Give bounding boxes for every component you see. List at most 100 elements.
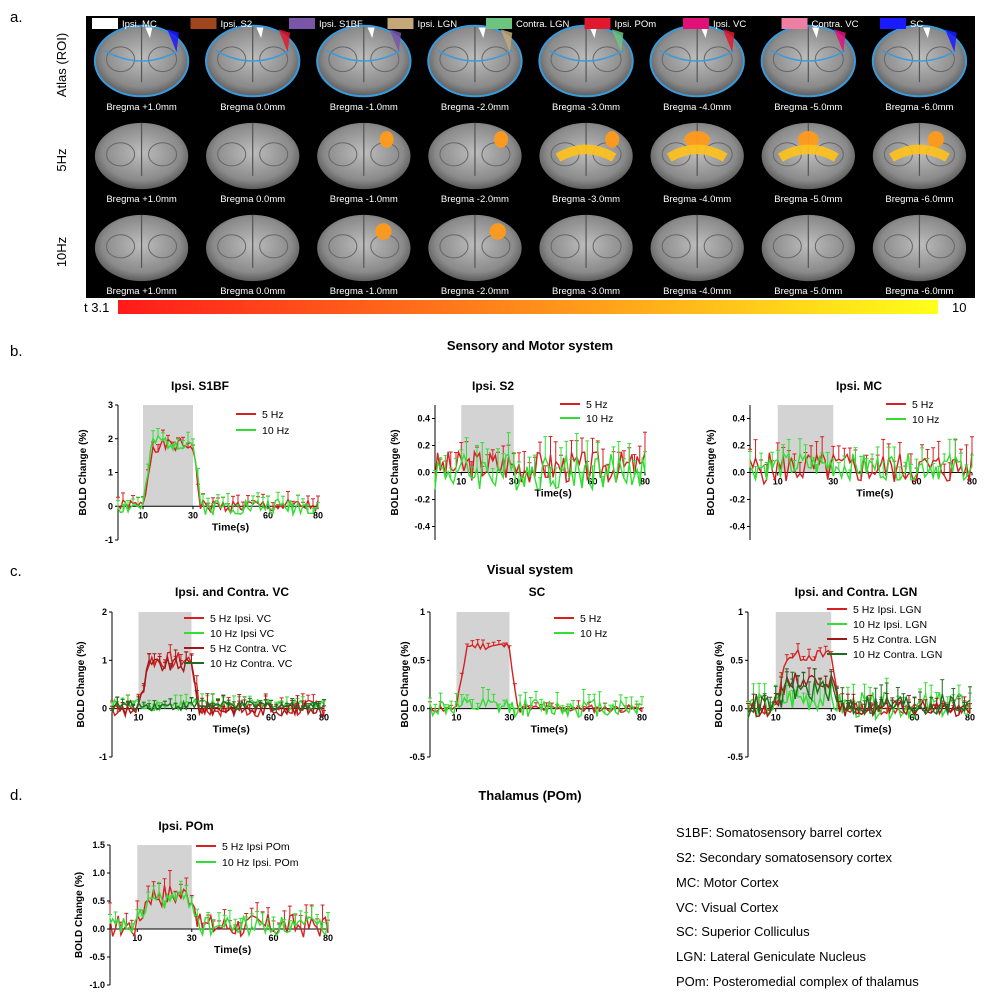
legend-label: 5 Hz xyxy=(262,409,284,421)
atlas-roi xyxy=(812,27,820,39)
bregma-label: Bregma -3.0mm xyxy=(552,102,620,113)
x-tick-label: 60 xyxy=(911,477,921,487)
bregma-label: Bregma -2.0mm xyxy=(441,102,509,113)
activation-blob xyxy=(379,131,394,148)
x-tick-label: 80 xyxy=(965,713,975,723)
y-tick-label: -0.2 xyxy=(414,495,430,505)
brain-slice: Bregma -3.0mm xyxy=(539,214,633,297)
bregma-label: Bregma -2.0mm xyxy=(441,286,509,297)
legend-label: 10 Hz Ipsi. POm xyxy=(222,857,299,869)
brain-slice: Bregma -5.0mm xyxy=(761,122,855,205)
series-line xyxy=(117,434,319,518)
y-tick-label: -0.4 xyxy=(414,522,430,532)
brain-slice: Bregma -4.0mm xyxy=(649,24,745,113)
x-axis-label: Time(s) xyxy=(213,724,250,736)
roi-legend-swatch xyxy=(781,18,808,29)
panel-letter-a: a. xyxy=(10,9,23,26)
series-2 xyxy=(433,432,647,492)
x-tick-label: 60 xyxy=(263,510,273,520)
y-tick-label: -0.5 xyxy=(727,752,743,762)
roi-legend-swatch xyxy=(880,18,906,29)
brain-slice: Bregma 0.0mm xyxy=(205,24,301,113)
chart-title: Ipsi. S2 xyxy=(472,379,514,393)
y-tick-label: 1 xyxy=(108,468,113,478)
series-2 xyxy=(428,686,644,719)
atlas-outline xyxy=(205,24,301,98)
brain-slice: Bregma -6.0mm xyxy=(871,24,968,113)
series-line xyxy=(749,451,973,483)
y-tick-label: 0.4 xyxy=(732,414,745,424)
brain-slice: Bregma +1.0mm xyxy=(93,24,190,113)
bregma-label: Bregma -6.0mm xyxy=(885,194,953,205)
roi-legend-label: Ipsi. S2 xyxy=(221,19,253,30)
series-line xyxy=(434,449,646,484)
x-axis-label: Time(s) xyxy=(856,488,893,500)
bregma-label: Bregma -6.0mm xyxy=(885,102,953,113)
x-tick-label: 30 xyxy=(826,713,836,723)
x-tick-label: 30 xyxy=(509,477,519,487)
y-axis-label: BOLD Change (%) xyxy=(390,429,401,515)
roi-legend-label: SC xyxy=(910,19,923,30)
atlas-roi xyxy=(923,27,931,39)
y-tick-label: 0.5 xyxy=(730,655,743,665)
bregma-label: Bregma +1.0mm xyxy=(106,194,177,205)
legend-label: 5 Hz Ipsi. LGN xyxy=(853,604,921,616)
series-line xyxy=(747,684,971,722)
legend-label: 5 Hz Contra. LGN xyxy=(853,634,936,646)
activation-blob xyxy=(494,131,509,148)
panel-letter-b: b. xyxy=(10,343,23,360)
activation-blob xyxy=(555,144,617,162)
x-tick-label: 10 xyxy=(138,510,148,520)
y-tick-label: 1.5 xyxy=(92,840,105,850)
series-line xyxy=(434,452,646,492)
x-axis-label: Time(s) xyxy=(531,724,568,736)
brain-slice: Bregma -4.0mm xyxy=(650,214,744,297)
y-tick-label: 0.0 xyxy=(412,704,425,714)
bregma-label: Bregma -4.0mm xyxy=(663,194,731,205)
atlas-roi xyxy=(700,27,708,39)
brain-slice: Bregma -2.0mm xyxy=(427,24,523,113)
bregma-label: Bregma -4.0mm xyxy=(663,102,731,113)
series-line xyxy=(429,696,643,719)
roi-legend-swatch xyxy=(486,18,512,29)
series-line xyxy=(111,651,325,719)
stimulus-block xyxy=(775,612,832,709)
section-title-visual: Visual system xyxy=(487,562,573,577)
atlas-outline xyxy=(93,24,190,98)
brain-slice: Bregma -1.0mm xyxy=(317,214,411,297)
series-4 xyxy=(110,695,326,714)
roi-legend-swatch xyxy=(683,18,709,29)
y-axis-label: BOLD Change (%) xyxy=(400,641,411,727)
brain-slice: Bregma -1.0mm xyxy=(316,24,412,113)
legend-label: 10 Hz Contra. VC xyxy=(210,658,293,670)
bregma-label: Bregma -4.0mm xyxy=(663,286,731,297)
y-tick-label: 0.4 xyxy=(417,414,430,424)
roi-legend-label: Ipsi. POm xyxy=(615,19,657,30)
abbreviation-item: MC: Motor Cortex xyxy=(676,875,779,890)
bregma-label: Bregma 0.0mm xyxy=(220,286,285,297)
roi-legend-swatch xyxy=(289,18,315,29)
chart-title: Ipsi. MC xyxy=(836,379,882,393)
x-tick-label: 10 xyxy=(456,477,466,487)
chart-title: Ipsi. POm xyxy=(158,819,213,833)
atlas-outline xyxy=(427,24,523,98)
chart-5: SC -0.5 0.0 0.5 1 10 30 60 80 Time(s) BOLD Change … xyxy=(400,585,647,762)
legend-label: 10 Hz xyxy=(580,628,607,640)
y-tick-label: -0.4 xyxy=(729,522,745,532)
legend-label: 5 Hz xyxy=(912,399,934,411)
abbreviation-item: SC: Superior Colliculus xyxy=(676,924,810,939)
y-tick-label: 2 xyxy=(108,434,113,444)
x-tick-label: 80 xyxy=(640,477,650,487)
y-tick-label: -1.0 xyxy=(89,980,105,990)
y-tick-label: 0.0 xyxy=(730,704,743,714)
activation-blob xyxy=(797,131,819,148)
legend-label: 5 Hz Ipsi. VC xyxy=(210,613,272,625)
series-2 xyxy=(116,428,320,518)
bregma-label: Bregma -3.0mm xyxy=(552,286,620,297)
section-title-thalamus: Thalamus (POm) xyxy=(478,788,581,803)
y-tick-label: 2 xyxy=(102,607,107,617)
y-tick-label: 0.0 xyxy=(417,468,430,478)
bregma-label: Bregma -1.0mm xyxy=(330,102,398,113)
roi-legend-label: Ipsi. VC xyxy=(713,19,746,30)
legend-label: 10 Hz xyxy=(586,413,613,425)
